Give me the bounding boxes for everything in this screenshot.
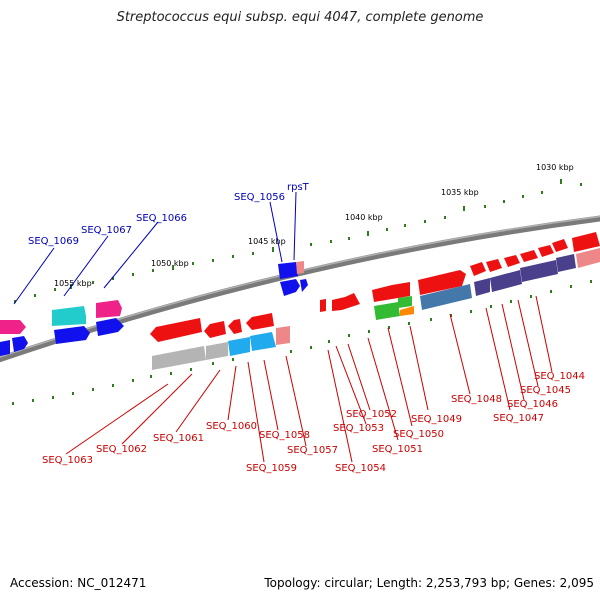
gene (0, 340, 10, 356)
kbp-label-1045: 1045 kbp (248, 237, 286, 246)
gene-label-seq-1063[interactable]: SEQ_1063 (42, 455, 93, 466)
gene (374, 302, 400, 320)
reverse-genes (150, 248, 600, 370)
gene-label-seq-1049[interactable]: SEQ_1049 (411, 414, 462, 425)
gene (332, 293, 360, 311)
topology-text: Topology: circular; Length: 2,253,793 bp… (264, 576, 594, 590)
gene (398, 296, 412, 308)
gene-label-seq-1052[interactable]: SEQ_1052 (346, 409, 397, 420)
gene (250, 332, 276, 351)
gene-label-seq-1045[interactable]: SEQ_1045 (520, 385, 571, 396)
gene (572, 232, 600, 252)
gene (150, 318, 202, 342)
gene (486, 259, 502, 272)
gene-label-seq-1058[interactable]: SEQ_1058 (259, 430, 310, 441)
gene (96, 318, 124, 336)
kbp-label-1040: 1040 kbp (345, 213, 383, 222)
kbp-label-1050: 1050 kbp (151, 259, 189, 268)
gene-label-seq-1061[interactable]: SEQ_1061 (153, 433, 204, 444)
gene-label-seq-1050[interactable]: SEQ_1050 (393, 429, 444, 440)
gene (280, 279, 300, 296)
kbp-label-1035: 1035 kbp (441, 188, 479, 197)
gene (420, 284, 472, 310)
gene (418, 270, 466, 295)
gene (470, 262, 486, 276)
map-title: Streptococcus equi subsp. equi 4047, com… (116, 10, 484, 25)
gene (504, 255, 520, 267)
gene (152, 346, 206, 370)
gene (490, 270, 522, 292)
gene (372, 284, 398, 302)
gene (538, 245, 554, 257)
gene (52, 306, 86, 326)
gene (556, 254, 576, 272)
gene (278, 262, 298, 279)
gene-label-seq-1059[interactable]: SEQ_1059 (246, 463, 297, 474)
gene (474, 278, 490, 296)
gene (520, 250, 538, 262)
gene-label-seq-1066[interactable]: SEQ_1066 (136, 213, 187, 224)
inner-tick-ring (12, 280, 592, 405)
gene (276, 326, 290, 345)
gene-label-seq-1048[interactable]: SEQ_1048 (451, 394, 502, 405)
gene-label-rpst[interactable]: rpsT (287, 182, 310, 193)
gene (204, 321, 226, 338)
gene-label-seq-1046[interactable]: SEQ_1046 (507, 399, 558, 410)
upper-leader-lines (13, 191, 297, 305)
gene-label-seq-1054[interactable]: SEQ_1054 (335, 463, 386, 474)
kbp-tick-ring (14, 179, 582, 303)
gene-label-seq-1060[interactable]: SEQ_1060 (206, 421, 257, 432)
gene (54, 326, 90, 344)
gene (206, 342, 228, 360)
kbp-label-1030: 1030 kbp (536, 163, 574, 172)
gene-label-seq-1062[interactable]: SEQ_1062 (96, 444, 147, 455)
gene-label-seq-1067[interactable]: SEQ_1067 (81, 225, 132, 236)
forward-genes (0, 232, 600, 356)
gene-label-seq-1053[interactable]: SEQ_1053 (333, 423, 384, 434)
gene (398, 282, 410, 298)
gene (552, 239, 568, 252)
gene (320, 299, 326, 312)
gene (12, 336, 28, 352)
gene-label-seq-1044[interactable]: SEQ_1044 (534, 371, 585, 382)
genome-backbone (0, 215, 600, 363)
gene-label-seq-1056[interactable]: SEQ_1056 (234, 192, 285, 203)
lower-leader-lines (65, 295, 553, 463)
gene (228, 337, 250, 356)
gene (300, 279, 308, 292)
gene (246, 313, 274, 330)
accession-text: Accession: NC_012471 (10, 576, 147, 590)
gene (576, 248, 600, 268)
gene-label-seq-1057[interactable]: SEQ_1057 (287, 445, 338, 456)
gene (296, 261, 304, 274)
gene (0, 320, 26, 334)
gene (400, 306, 414, 316)
gene (520, 260, 558, 282)
gene (96, 300, 122, 318)
gene-label-seq-1047[interactable]: SEQ_1047 (493, 413, 544, 424)
gene-label-seq-1069[interactable]: SEQ_1069 (28, 236, 79, 247)
gene (228, 319, 242, 334)
gene-label-seq-1051[interactable]: SEQ_1051 (372, 444, 423, 455)
